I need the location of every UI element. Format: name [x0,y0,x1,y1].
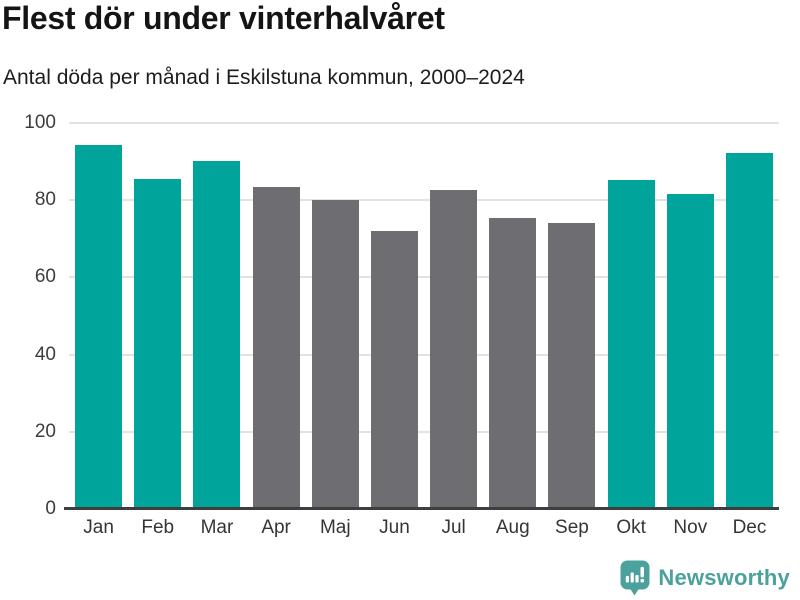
bar-band-nov [661,123,720,509]
bar-band-aug [483,123,542,509]
bar-nov [666,193,714,509]
logo-text: Newsworthy [658,565,790,590]
bar-band-apr [247,123,306,509]
bar-jun [370,231,418,509]
x-axis-line [64,507,779,510]
bar-maj [311,200,359,509]
x-tick-label-nov: Nov [673,517,708,538]
bar-band-okt [602,123,661,509]
bar-jul [430,189,478,509]
gridline-60 [69,276,779,279]
bar-chart-speech-bubble-icon [620,560,650,596]
y-tick-label-60: 60 [34,266,56,288]
bars-container [69,123,779,509]
bar-band-maj [306,123,365,509]
chart-subtitle: Antal döda per månad i Eskilstuna kommun… [3,66,525,89]
bar-band-dec [720,123,779,509]
bar-sep [548,222,596,509]
x-tick-label-dec: Dec [732,517,767,538]
x-tick-label-feb: Feb [141,517,175,538]
x-tick-label-okt: Okt [616,517,646,538]
gridline-20 [69,430,779,433]
x-tick-label-jun: Jun [379,517,410,538]
y-tick-label-80: 80 [34,189,56,211]
x-tick-label-aug: Aug [495,517,530,538]
x-tick-label-jul: Jul [441,517,466,538]
bar-aug [489,217,537,509]
bar-dec [725,152,773,509]
y-tick-label-20: 20 [34,420,56,442]
x-tick-label-sep: Sep [555,517,589,538]
y-tick-label-100: 100 [24,112,56,133]
gridline-80 [69,199,779,202]
gridline-100 [69,122,779,124]
bar-band-jun [365,123,424,509]
y-axis: 0 20 40 60 80 100 [0,112,56,519]
bar-band-jul [424,123,483,509]
bar-band-mar [187,123,246,509]
y-tick-label-0: 0 [45,498,56,519]
newsworthy-logo: Newsworthy [620,560,790,596]
x-tick-label-mar: Mar [200,517,234,538]
bar-okt [607,179,655,509]
y-tick-label-40: 40 [34,343,56,365]
bar-apr [252,186,300,509]
bar-band-sep [542,123,601,509]
chart-title: Flest dör under vinterhalvåret [2,0,445,36]
plot-area [64,122,779,510]
bar-band-feb [128,123,187,509]
x-axis: Jan Feb Mar Apr Maj Jun Jul Aug Sep Okt Nov Dec [69,517,779,539]
bar-feb [134,178,182,509]
bar-band-jan [69,123,128,509]
gridline-40 [69,353,779,356]
bar-mar [193,161,241,509]
x-tick-label-apr: Apr [261,517,291,538]
bar-jan [75,145,123,509]
x-tick-label-jan: Jan [83,517,114,538]
x-tick-label-maj: Maj [319,517,351,538]
